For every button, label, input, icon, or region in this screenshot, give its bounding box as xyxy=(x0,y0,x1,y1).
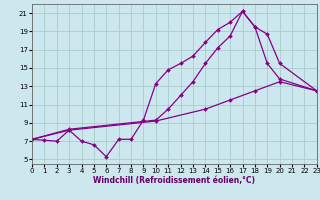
X-axis label: Windchill (Refroidissement éolien,°C): Windchill (Refroidissement éolien,°C) xyxy=(93,176,255,185)
